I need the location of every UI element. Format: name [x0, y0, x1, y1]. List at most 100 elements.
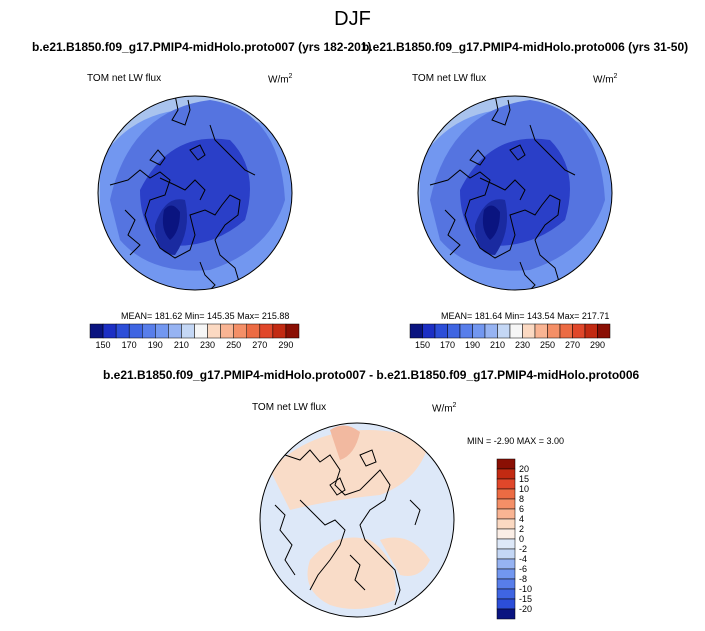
colorbar-swatch [547, 323, 561, 339]
colorbar-swatch [496, 458, 516, 470]
colorbar-swatch [233, 323, 247, 339]
panel-3-stats: MIN = -2.90 MAX = 3.00 [467, 436, 565, 446]
map-border [259, 422, 455, 618]
colorbar-swatch [142, 323, 156, 339]
panel-1-stats: MEAN= 181.62 Min= 145.35 Max= 215.88 [121, 311, 290, 321]
panel-2-stats: MEAN= 181.64 Min= 143.54 Max= 217.71 [441, 311, 610, 321]
colorbar-tick-label: 170 [122, 340, 137, 350]
colorbar-tick-label: 290 [590, 340, 605, 350]
colorbar-tick-label: -6 [519, 564, 527, 574]
colorbar-swatch [194, 323, 208, 339]
panel-2-units: W/m2 [593, 73, 618, 86]
colorbar-swatch [496, 478, 516, 490]
colorbar-tick-label: -20 [519, 604, 532, 614]
colorbar-swatch [496, 588, 516, 600]
colorbar-tick-label: 0 [519, 534, 524, 544]
colorbar-tick-label: 170 [440, 340, 455, 350]
panel-2-colorbar: 150 170 190 210 230 250 270 290 [409, 323, 611, 350]
colorbar-swatch [155, 323, 169, 339]
colorbar-tick-label: 250 [226, 340, 241, 350]
colorbar-tick-label: -4 [519, 554, 527, 564]
colorbar-swatch [496, 578, 516, 590]
colorbar-swatch [459, 323, 473, 339]
panel-1-variable: TOM net LW flux [87, 73, 162, 84]
colorbar-tick-label: 150 [415, 340, 430, 350]
colorbar-tick-label: 210 [174, 340, 189, 350]
panel-3-units: W/m2 [432, 402, 457, 415]
colorbar-swatch [496, 538, 516, 550]
colorbar-tick-label: -10 [519, 584, 532, 594]
colorbar-swatch [559, 323, 573, 339]
colorbar-swatch [181, 323, 195, 339]
colorbar-tick-label: 15 [519, 474, 529, 484]
colorbar-tick-label: 8 [519, 494, 524, 504]
colorbar-tick-label: 290 [278, 340, 293, 350]
colorbar-swatch [89, 323, 104, 339]
colorbar-swatch [246, 323, 261, 339]
colorbar-tick-label: 2 [519, 524, 524, 534]
colorbar-tick-label: 150 [96, 340, 111, 350]
panel-2-title: b.e21.B1850.f09_g17.PMIP4-midHolo.proto0… [362, 40, 689, 54]
colorbar-tick-label: 190 [465, 340, 480, 350]
colorbar-swatch [207, 323, 221, 339]
colorbar-swatch [434, 323, 448, 339]
panel-2-variable: TOM net LW flux [412, 73, 487, 84]
colorbar-swatch [597, 323, 611, 339]
colorbar-swatch [168, 323, 182, 339]
warm-anomaly-peak [330, 425, 360, 460]
coastlines [274, 449, 421, 606]
colorbar-swatch [496, 488, 516, 500]
colorbar-tick-label: 210 [490, 340, 505, 350]
colorbar-swatch [259, 323, 274, 339]
panel-3-variable: TOM net LW flux [252, 402, 327, 413]
colorbar-tick-label: 4 [519, 514, 524, 524]
colorbar-swatch [220, 323, 234, 339]
colorbar-tick-label: 20 [519, 464, 529, 474]
colorbar-tick-label: 230 [515, 340, 530, 350]
map-border [417, 95, 613, 291]
colorbar-tick-label: 270 [252, 340, 267, 350]
colorbar-swatch [496, 598, 516, 610]
colorbar-swatch [496, 498, 516, 510]
coastlines [429, 96, 576, 290]
colorbar-swatch [472, 323, 486, 339]
colorbar-swatch [496, 608, 516, 620]
colorbar-swatch [584, 323, 598, 339]
panel-1-colorbar: 150 170 190 210 230 250 270 290 [89, 323, 300, 350]
colorbar-swatch [115, 323, 130, 339]
panel-3-map [259, 422, 455, 618]
colorbar-swatch [484, 323, 498, 339]
warm-anomaly-south [307, 537, 396, 609]
colorbar-tick-label: 6 [519, 504, 524, 514]
colorbar-swatch [572, 323, 586, 339]
colorbar-tick-label: 10 [519, 484, 529, 494]
colorbar-tick-label: 190 [148, 340, 163, 350]
colorbar-swatch [102, 323, 117, 339]
colorbar-swatch [285, 323, 300, 339]
coastlines [109, 96, 256, 290]
colorbar-swatch [447, 323, 461, 339]
panel-1-map [97, 95, 293, 291]
panel-1-title: b.e21.B1850.f09_g17.PMIP4-midHolo.proto0… [32, 40, 372, 54]
colorbar-swatch [522, 323, 536, 339]
colorbar-swatch [496, 558, 516, 570]
colorbar-tick-label: 270 [565, 340, 580, 350]
panel-3-title: b.e21.B1850.f09_g17.PMIP4-midHolo.proto0… [103, 368, 640, 382]
colorbar-tick-label: -2 [519, 544, 527, 554]
greenland-core [162, 205, 180, 240]
colorbar-tick-label: 250 [540, 340, 555, 350]
greenland-core [482, 205, 500, 240]
colorbar-swatch [497, 323, 511, 339]
colorbar-swatch [496, 468, 516, 480]
colorbar-tick-label: 230 [200, 340, 215, 350]
colorbar-swatch [422, 323, 436, 339]
colorbar-swatch [496, 568, 516, 580]
colorbar-swatch [272, 323, 287, 339]
figure-title: DJF [334, 8, 371, 30]
panel-2-map [417, 95, 613, 291]
colorbar-swatch [496, 508, 516, 520]
colorbar-swatch [409, 323, 423, 339]
panel-1-units: W/m2 [268, 73, 293, 86]
